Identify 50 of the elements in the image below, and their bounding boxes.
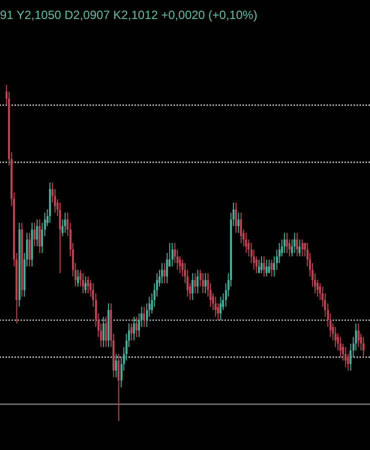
- candlestick: [240, 212, 242, 244]
- candlestick: [270, 259, 273, 278]
- candlestick: [357, 323, 360, 348]
- candlestick: [298, 239, 301, 257]
- candlestick: [76, 269, 79, 288]
- candlestick: [194, 272, 196, 294]
- candlestick: [258, 259, 260, 274]
- candlestick: [268, 259, 270, 274]
- candlestick: [220, 296, 222, 321]
- candlestick: [202, 272, 204, 294]
- candlestick: [59, 202, 62, 274]
- candlestick: [133, 316, 136, 341]
- candlestick: [294, 232, 296, 254]
- candlestick: [238, 212, 240, 234]
- candlestick: [130, 323, 132, 341]
- candlestick: [196, 269, 199, 294]
- candlestick: [84, 276, 87, 294]
- candlestick: [301, 239, 304, 257]
- candlestick: [214, 296, 217, 318]
- candlestick: [260, 256, 262, 274]
- candlestick: [334, 326, 336, 348]
- candlestick: [245, 232, 248, 254]
- candlestick: [104, 316, 107, 348]
- candlestick: [115, 353, 118, 378]
- candlestick: [143, 306, 146, 328]
- candlestick: [344, 346, 347, 368]
- candlestick: [266, 259, 268, 278]
- candlestick: [102, 316, 104, 348]
- candlestick: [296, 232, 298, 257]
- candlestick: [283, 232, 286, 254]
- candlestick: [28, 232, 30, 267]
- candlestick: [87, 276, 90, 294]
- candlestick: [64, 212, 66, 234]
- candlestick: [164, 262, 166, 284]
- candlestick: [286, 232, 288, 254]
- candlestick: [36, 218, 38, 247]
- candlestick: [171, 242, 174, 267]
- candlestick: [82, 272, 84, 294]
- candlestick: [136, 316, 138, 338]
- candlestick: [161, 262, 164, 284]
- text: 91 Y2,1050 D2,0907 K2,1012 +0,0020 (+0,10%): [0, 8, 258, 22]
- candlestick: [204, 272, 206, 294]
- candlestick: [192, 272, 194, 301]
- candlestick: [38, 218, 41, 254]
- candlestick: [34, 222, 36, 247]
- candlestick: [362, 336, 364, 358]
- candlestick: [118, 353, 120, 421]
- candlestick: [234, 202, 237, 234]
- candlestick: [340, 336, 342, 358]
- candlestick: [263, 256, 266, 278]
